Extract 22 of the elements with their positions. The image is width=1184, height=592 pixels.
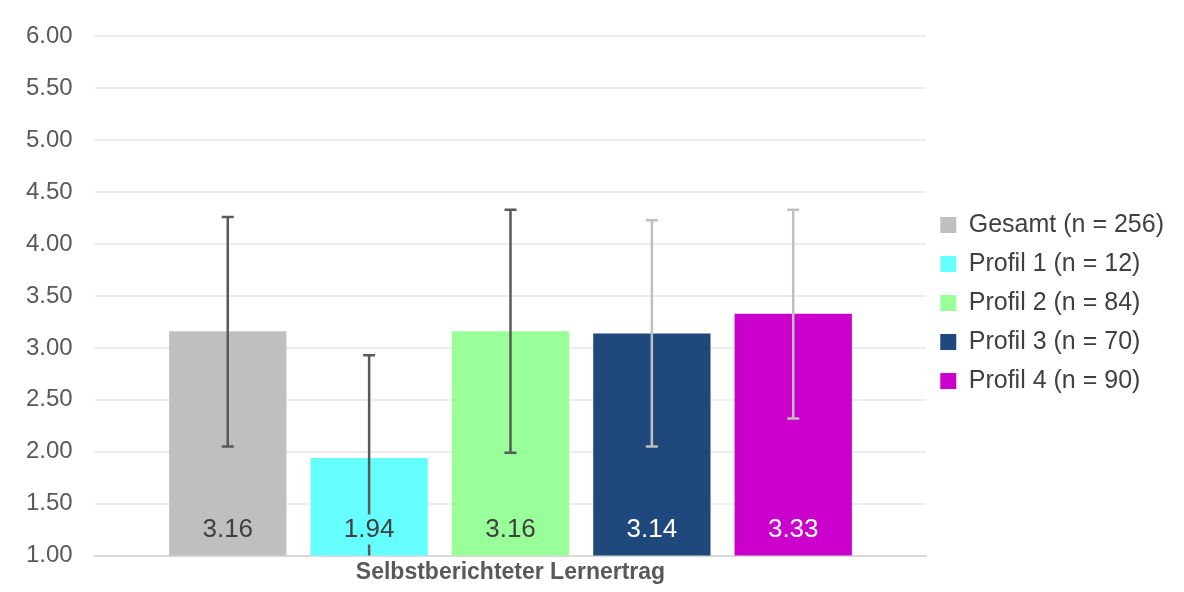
legend-label: Profil 2 (n = 84) (968, 286, 1141, 315)
legend-label: Profil 4 (n = 90) (968, 364, 1141, 393)
y-tick-label: 3.00 (25, 332, 73, 360)
legend-label: Profil 3 (n = 70) (968, 325, 1141, 354)
y-tick-label: 3.50 (25, 280, 73, 308)
legend-label: Profil 1 (n = 12) (968, 247, 1141, 276)
data-label: 3.33 (767, 512, 819, 543)
legend-label: Gesamt (n = 256) (968, 208, 1165, 237)
data-label: 3.14 (626, 512, 678, 543)
y-tick-label: 2.00 (25, 436, 73, 464)
data-label: 1.94 (343, 512, 395, 543)
data-label: 3.16 (485, 512, 536, 543)
y-tick-label: 2.50 (25, 384, 73, 412)
y-tick-label: 4.50 (25, 176, 73, 204)
y-tick-label: 1.50 (25, 488, 73, 516)
data-label: 3.16 (202, 512, 254, 543)
y-tick-label: 5.50 (25, 72, 73, 100)
y-tick-label: 5.00 (25, 124, 73, 152)
y-tick-label: 1.00 (25, 540, 73, 568)
y-tick-label: 6.00 (25, 21, 73, 49)
y-tick-label: 4.00 (25, 228, 73, 256)
x-tick-label: Selbstberichteter Lernertrag (355, 557, 666, 584)
